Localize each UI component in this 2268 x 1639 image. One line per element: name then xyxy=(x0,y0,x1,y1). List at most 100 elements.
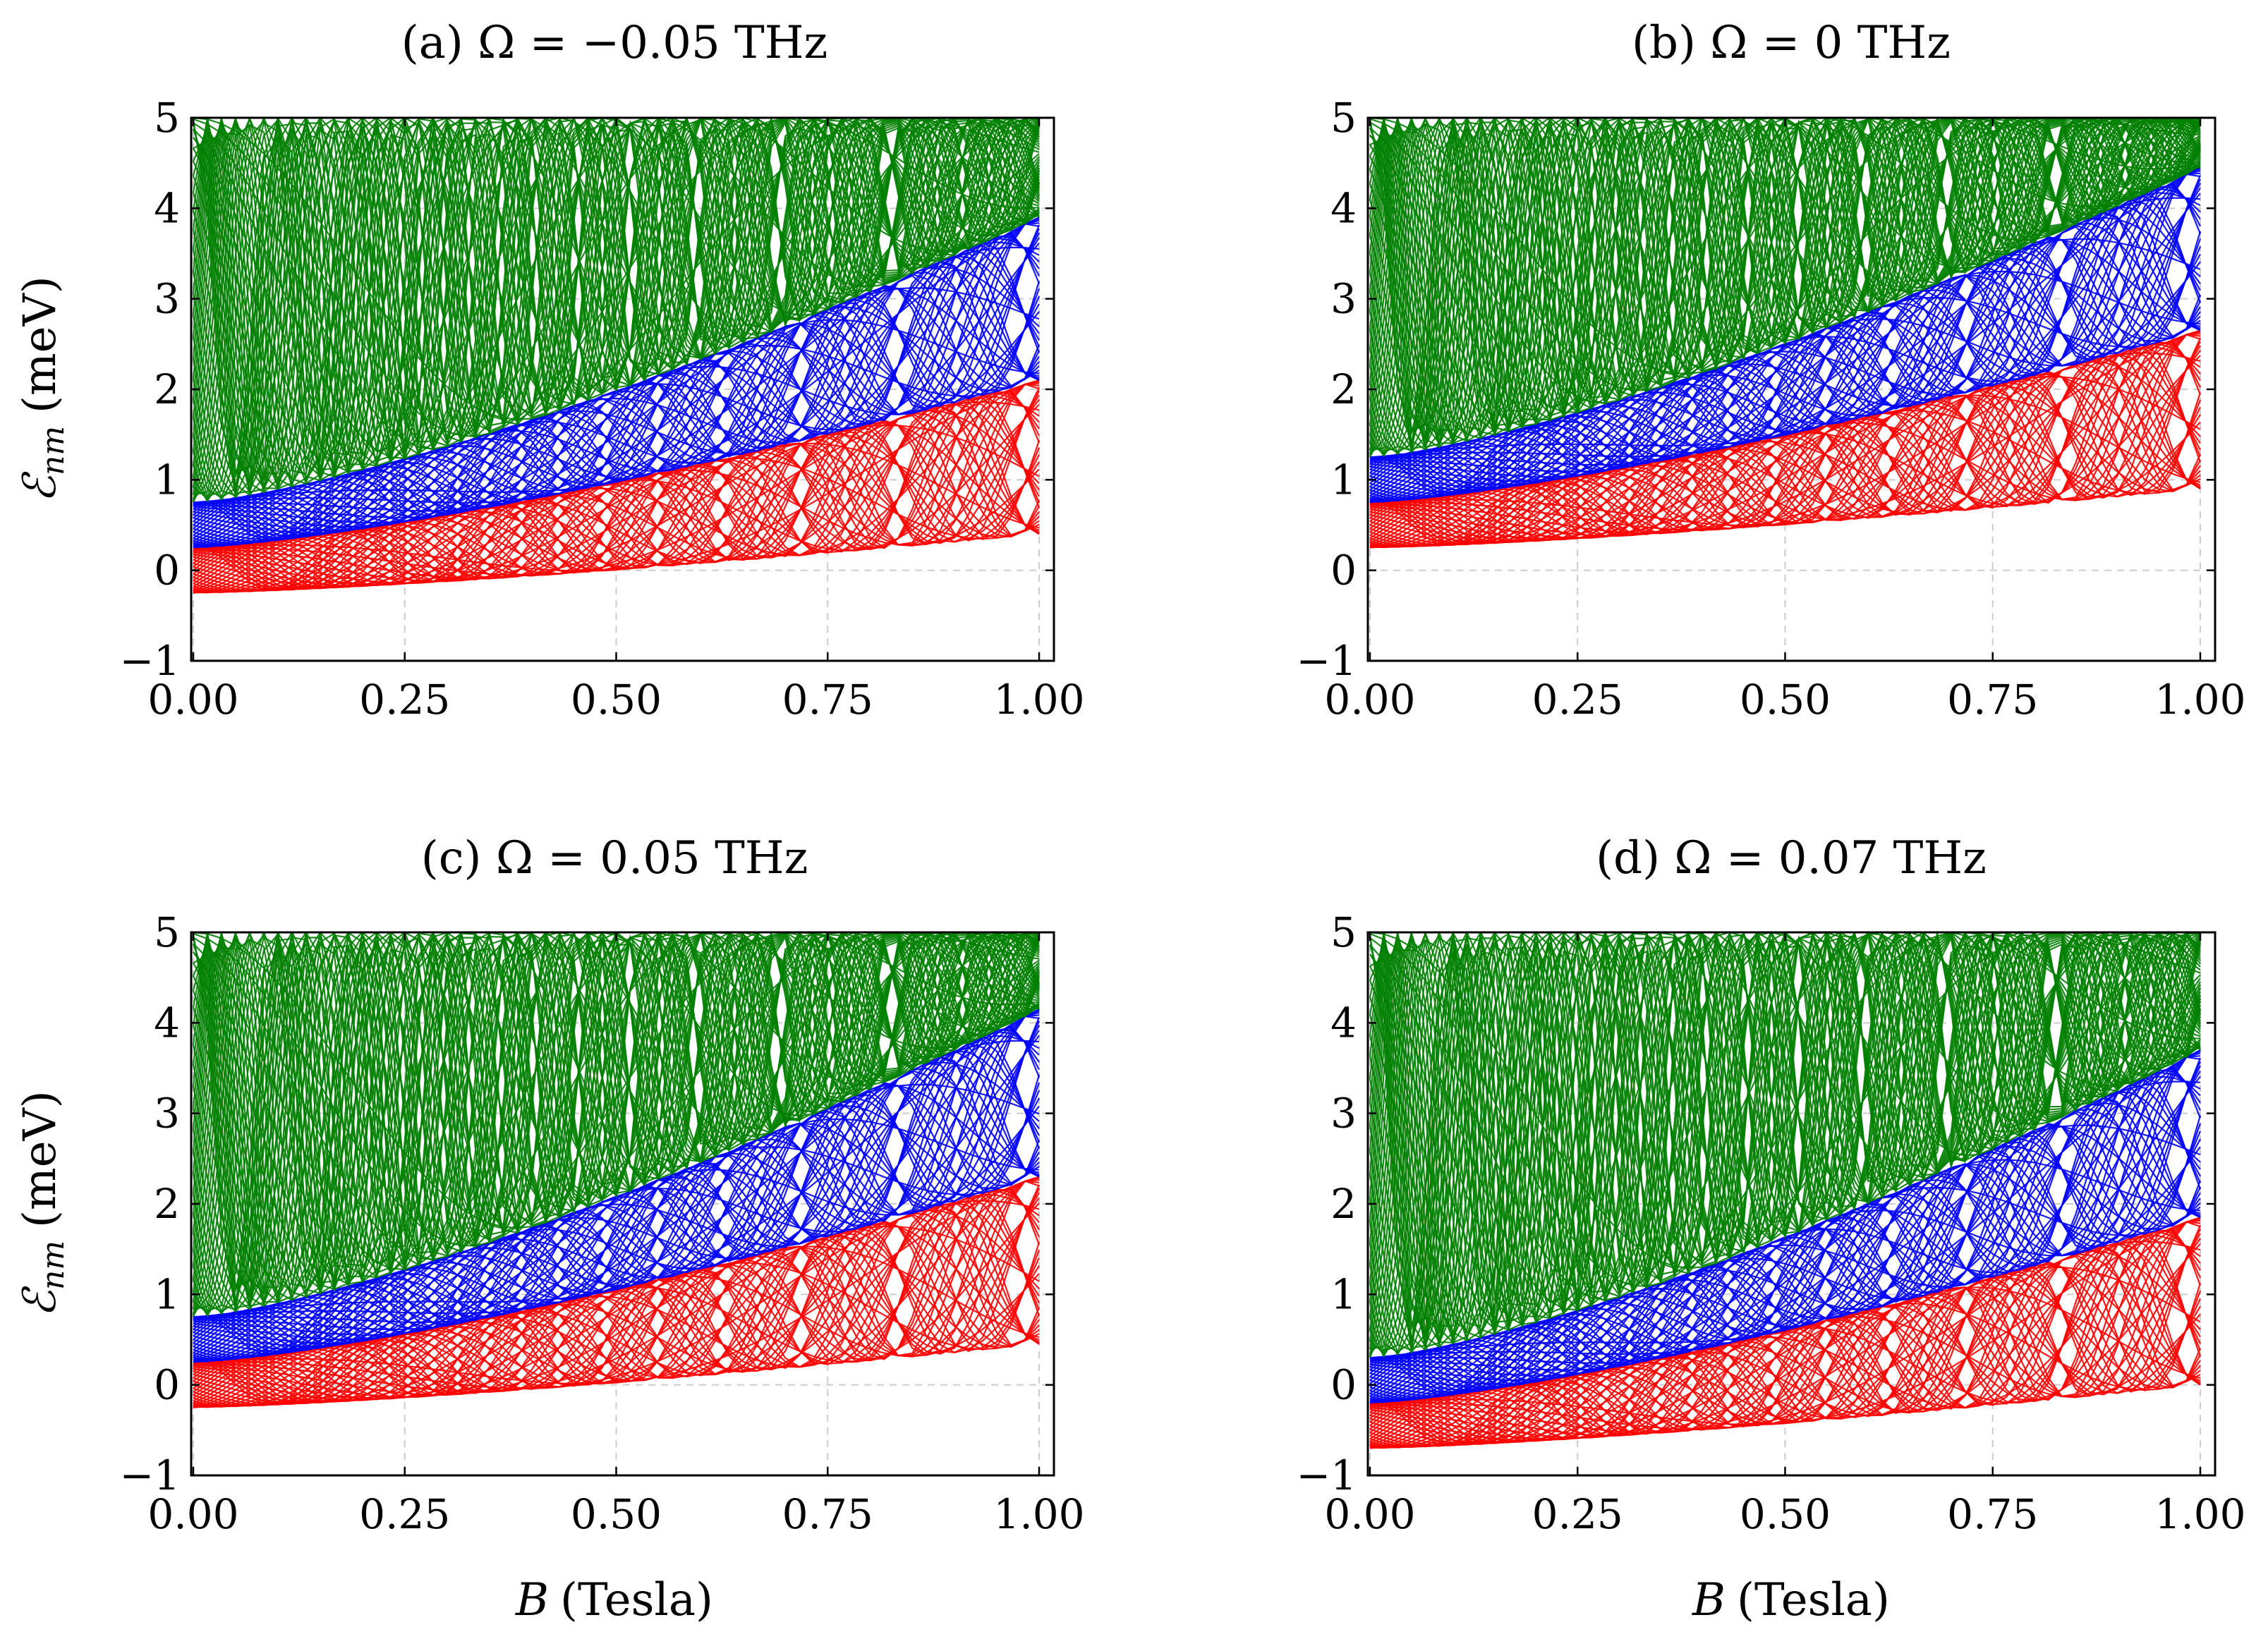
energy-level-curve xyxy=(1369,226,2202,492)
y-tick-label: 1 xyxy=(1330,1270,1357,1318)
y-axis-label: ℰnm (meV) xyxy=(14,276,71,503)
energy-level-curve xyxy=(1369,1086,2201,1396)
x-tick-label: 0.00 xyxy=(1324,676,1415,724)
energy-level-curve xyxy=(192,932,1040,1288)
y-tick-label: 4 xyxy=(154,184,180,232)
energy-level-curve xyxy=(192,932,1040,1310)
energy-level-curve xyxy=(1369,118,2201,451)
energy-level-curve xyxy=(1369,1066,2202,1394)
x-tick-label: 1.00 xyxy=(2154,676,2245,724)
energy-level-curve xyxy=(1369,192,2202,495)
x-tick-label: 0.50 xyxy=(571,1490,662,1538)
energy-level-curve xyxy=(1369,344,2202,546)
y-tick-label: 3 xyxy=(1330,275,1357,323)
y-tick-label: 4 xyxy=(1330,999,1357,1047)
energy-level-curve xyxy=(192,118,1040,493)
energy-level-curve xyxy=(1369,118,2201,447)
energy-level-curve xyxy=(1369,1111,2202,1392)
energy-level-curve xyxy=(193,1056,1041,1355)
energy-level-curve xyxy=(1369,355,2202,545)
y-tick-label: 0 xyxy=(1330,1361,1357,1409)
energy-level-curve xyxy=(1369,351,2201,546)
y-tick-label: 1 xyxy=(154,1270,180,1318)
energy-level-curve xyxy=(1369,932,2202,1341)
energy-level-curve xyxy=(1369,118,2201,450)
y-tick-label: 5 xyxy=(154,94,180,142)
energy-level-curve xyxy=(192,118,1041,495)
energy-level-curve xyxy=(193,1200,1040,1406)
energy-level-curve xyxy=(1369,1240,2201,1446)
energy-level-curve xyxy=(1369,118,2201,444)
energy-level-curve xyxy=(192,932,1041,1304)
y-tick-label: 2 xyxy=(154,365,180,413)
panel-title: (b) Ω = 0 THz xyxy=(1632,17,1951,69)
energy-level-curve xyxy=(192,118,1041,475)
y-tick-label: −1 xyxy=(1297,1451,1357,1499)
energy-level-curve xyxy=(192,118,1040,475)
energy-level-curve xyxy=(1369,118,2201,439)
energy-level-curve xyxy=(193,1045,1040,1355)
energy-level-curve xyxy=(1369,118,2201,432)
energy-level-curve xyxy=(1369,932,2201,1327)
y-tick-label: −1 xyxy=(1297,637,1357,685)
energy-level-curve xyxy=(1369,360,2201,544)
panel-c: (c) Ω = 0.05 THz 0.00 0.25 0.50 0.75 1.00−10… xyxy=(14,832,1085,1626)
energy-level-curve xyxy=(193,1180,1040,1405)
energy-levels xyxy=(192,932,1041,1408)
x-tick-label: 1.00 xyxy=(2154,1490,2245,1538)
y-axis-symbol: ℰ xyxy=(14,1286,66,1317)
energy-level-curve xyxy=(1369,118,2201,434)
energy-level-curve xyxy=(192,932,1041,1307)
energy-level-curve xyxy=(1369,1233,2202,1446)
panel-title: (c) Ω = 0.05 THz xyxy=(421,832,808,884)
energy-level-curve xyxy=(193,394,1041,591)
energy-level-curve xyxy=(1369,365,2202,545)
y-tick-label: 5 xyxy=(1330,94,1357,142)
energy-level-curve xyxy=(193,1071,1041,1351)
energy-levels xyxy=(192,118,1041,594)
energy-level-curve xyxy=(193,1184,1041,1404)
energy-level-curve xyxy=(1369,211,2202,496)
x-tick-label: 0.50 xyxy=(571,676,662,724)
x-axis-symbol: B xyxy=(515,1574,549,1626)
y-axis-subscript: nm xyxy=(35,426,71,475)
x-axis-unit: (Tesla) xyxy=(560,1574,713,1626)
energy-level-curve xyxy=(1369,202,2201,496)
energy-level-curve xyxy=(193,383,1040,591)
energy-level-curve xyxy=(1369,932,2201,1337)
energy-level-curve xyxy=(1369,118,2201,441)
energy-level-curve xyxy=(193,408,1040,589)
y-tick-label: 2 xyxy=(154,1180,180,1228)
energy-level-curve xyxy=(193,231,1041,540)
x-axis-label: B (Tesla) xyxy=(1692,1574,1890,1626)
x-tick-label: 0.25 xyxy=(359,676,450,724)
energy-level-curve xyxy=(193,260,1041,542)
x-tick-label: 0.25 xyxy=(1532,676,1623,724)
panel-title: (a) Ω = −0.05 THz xyxy=(401,17,828,69)
energy-level-curve xyxy=(1369,1227,2202,1446)
x-axis-unit: (Tesla) xyxy=(1737,1574,1890,1626)
energy-level-curve xyxy=(192,932,1040,1293)
y-tick-label: 5 xyxy=(1330,908,1357,956)
energy-level-curve xyxy=(192,118,1041,492)
y-axis-label: ℰnm (meV) xyxy=(14,1090,71,1317)
energy-level-curve xyxy=(193,1187,1041,1405)
energy-level-curve xyxy=(1369,932,2201,1340)
energy-level-curve xyxy=(192,118,1040,483)
panel-a: (a) Ω = −0.05 THz 0.00 0.25 0.50 0.75 1.00 −1… xyxy=(14,17,1085,724)
energy-level-curve xyxy=(193,387,1040,590)
x-tick-label: 0.00 xyxy=(147,676,238,724)
x-tick-label: 0.50 xyxy=(1740,1490,1831,1538)
energy-level-curve xyxy=(193,1214,1041,1404)
energy-levels xyxy=(1369,932,2202,1449)
energy-level-curve xyxy=(1369,932,2201,1347)
energy-level-curve xyxy=(193,1035,1041,1355)
y-tick-label: 1 xyxy=(154,456,180,504)
energy-level-curve xyxy=(1369,932,2201,1350)
energy-level-curve xyxy=(193,223,1040,540)
energy-level-curve xyxy=(1369,118,2201,445)
y-axis-subscript: nm xyxy=(35,1241,71,1290)
energy-level-curve xyxy=(192,118,1040,487)
x-tick-label: 0.25 xyxy=(1532,1490,1623,1538)
